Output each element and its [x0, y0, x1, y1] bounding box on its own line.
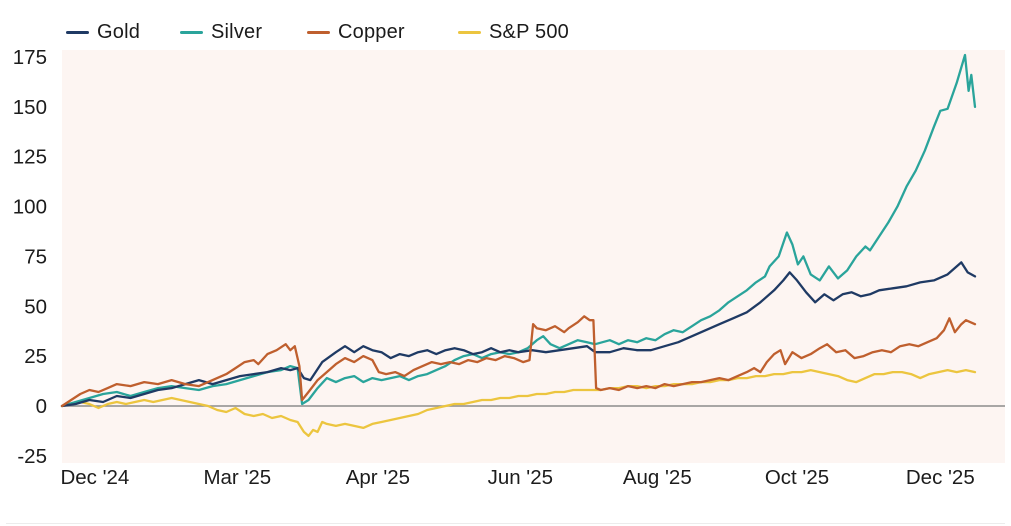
y-tick-label: 125	[13, 146, 47, 169]
silver-line-swatch-icon	[180, 30, 203, 34]
x-tick-label: Jun '25	[488, 466, 553, 489]
y-tick-label: 175	[13, 46, 47, 69]
sp500-line-swatch-icon	[458, 30, 481, 34]
gold-line-swatch-icon	[66, 30, 89, 34]
legend-item-copper[interactable]: Copper	[307, 20, 405, 44]
legend-label-copper: Copper	[338, 20, 405, 43]
legend-item-silver[interactable]: Silver	[180, 20, 262, 44]
legend-label-sp500: S&P 500	[489, 20, 569, 43]
x-tick-label: Dec '25	[906, 466, 975, 489]
axis-tick-labels: 175 150 125 100 75 50 25 0 -25 Dec '24 Mar '25 Apr …	[13, 46, 975, 489]
series-line-s-p-500	[60, 368, 977, 438]
x-tick-label: Aug '25	[623, 466, 692, 489]
legend-item-gold[interactable]: Gold	[66, 20, 140, 44]
y-tick-label: 25	[24, 345, 47, 368]
copper-line-swatch-icon	[307, 30, 330, 34]
series-line-copper	[60, 315, 977, 408]
y-tick-label: -25	[17, 445, 47, 468]
plot-area	[62, 50, 1005, 463]
y-tick-label: 0	[36, 395, 47, 418]
y-tick-label: 100	[13, 196, 47, 219]
chart-legend: Gold Silver Copper S&P 500	[0, 0, 1011, 44]
x-tick-label: Mar '25	[203, 466, 271, 489]
y-tick-label: 50	[24, 295, 47, 318]
series-lines	[60, 53, 977, 438]
legend-item-sp500[interactable]: S&P 500	[458, 20, 569, 44]
y-tick-label: 150	[13, 96, 47, 119]
x-tick-label: Dec '24	[60, 466, 129, 489]
series-line-gold	[60, 261, 977, 408]
x-tick-label: Apr '25	[346, 466, 410, 489]
y-tick-label: 75	[24, 245, 47, 268]
legend-label-silver: Silver	[211, 20, 263, 43]
legend-label-gold: Gold	[97, 20, 141, 43]
x-tick-label: Oct '25	[765, 466, 829, 489]
